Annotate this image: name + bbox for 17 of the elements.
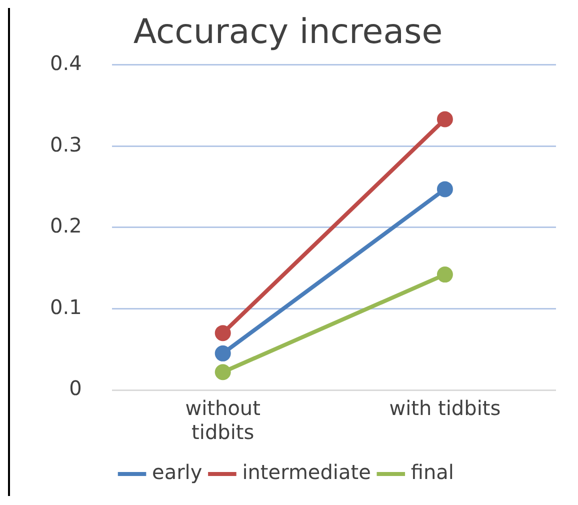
- point: [214, 364, 231, 380]
- point: [436, 266, 453, 283]
- legend-label: final: [410, 460, 454, 484]
- y-tick-label: 0.2: [50, 214, 82, 238]
- point: [436, 181, 453, 198]
- point: [214, 345, 231, 362]
- x-tick-label: without tidbits: [185, 396, 261, 444]
- x-tick-label: with tidbits: [389, 396, 501, 420]
- chart-title: Accuracy increase: [133, 12, 443, 52]
- y-tick-label: 0.3: [50, 132, 82, 156]
- point: [214, 325, 231, 342]
- y-tick-label: 0.1: [50, 294, 82, 319]
- legend-label: early: [152, 460, 202, 484]
- y-tick-label: 0.4: [50, 51, 82, 76]
- point: [436, 111, 453, 128]
- legend-label: intermediate: [242, 460, 371, 484]
- y-tick-label: 0: [69, 376, 82, 400]
